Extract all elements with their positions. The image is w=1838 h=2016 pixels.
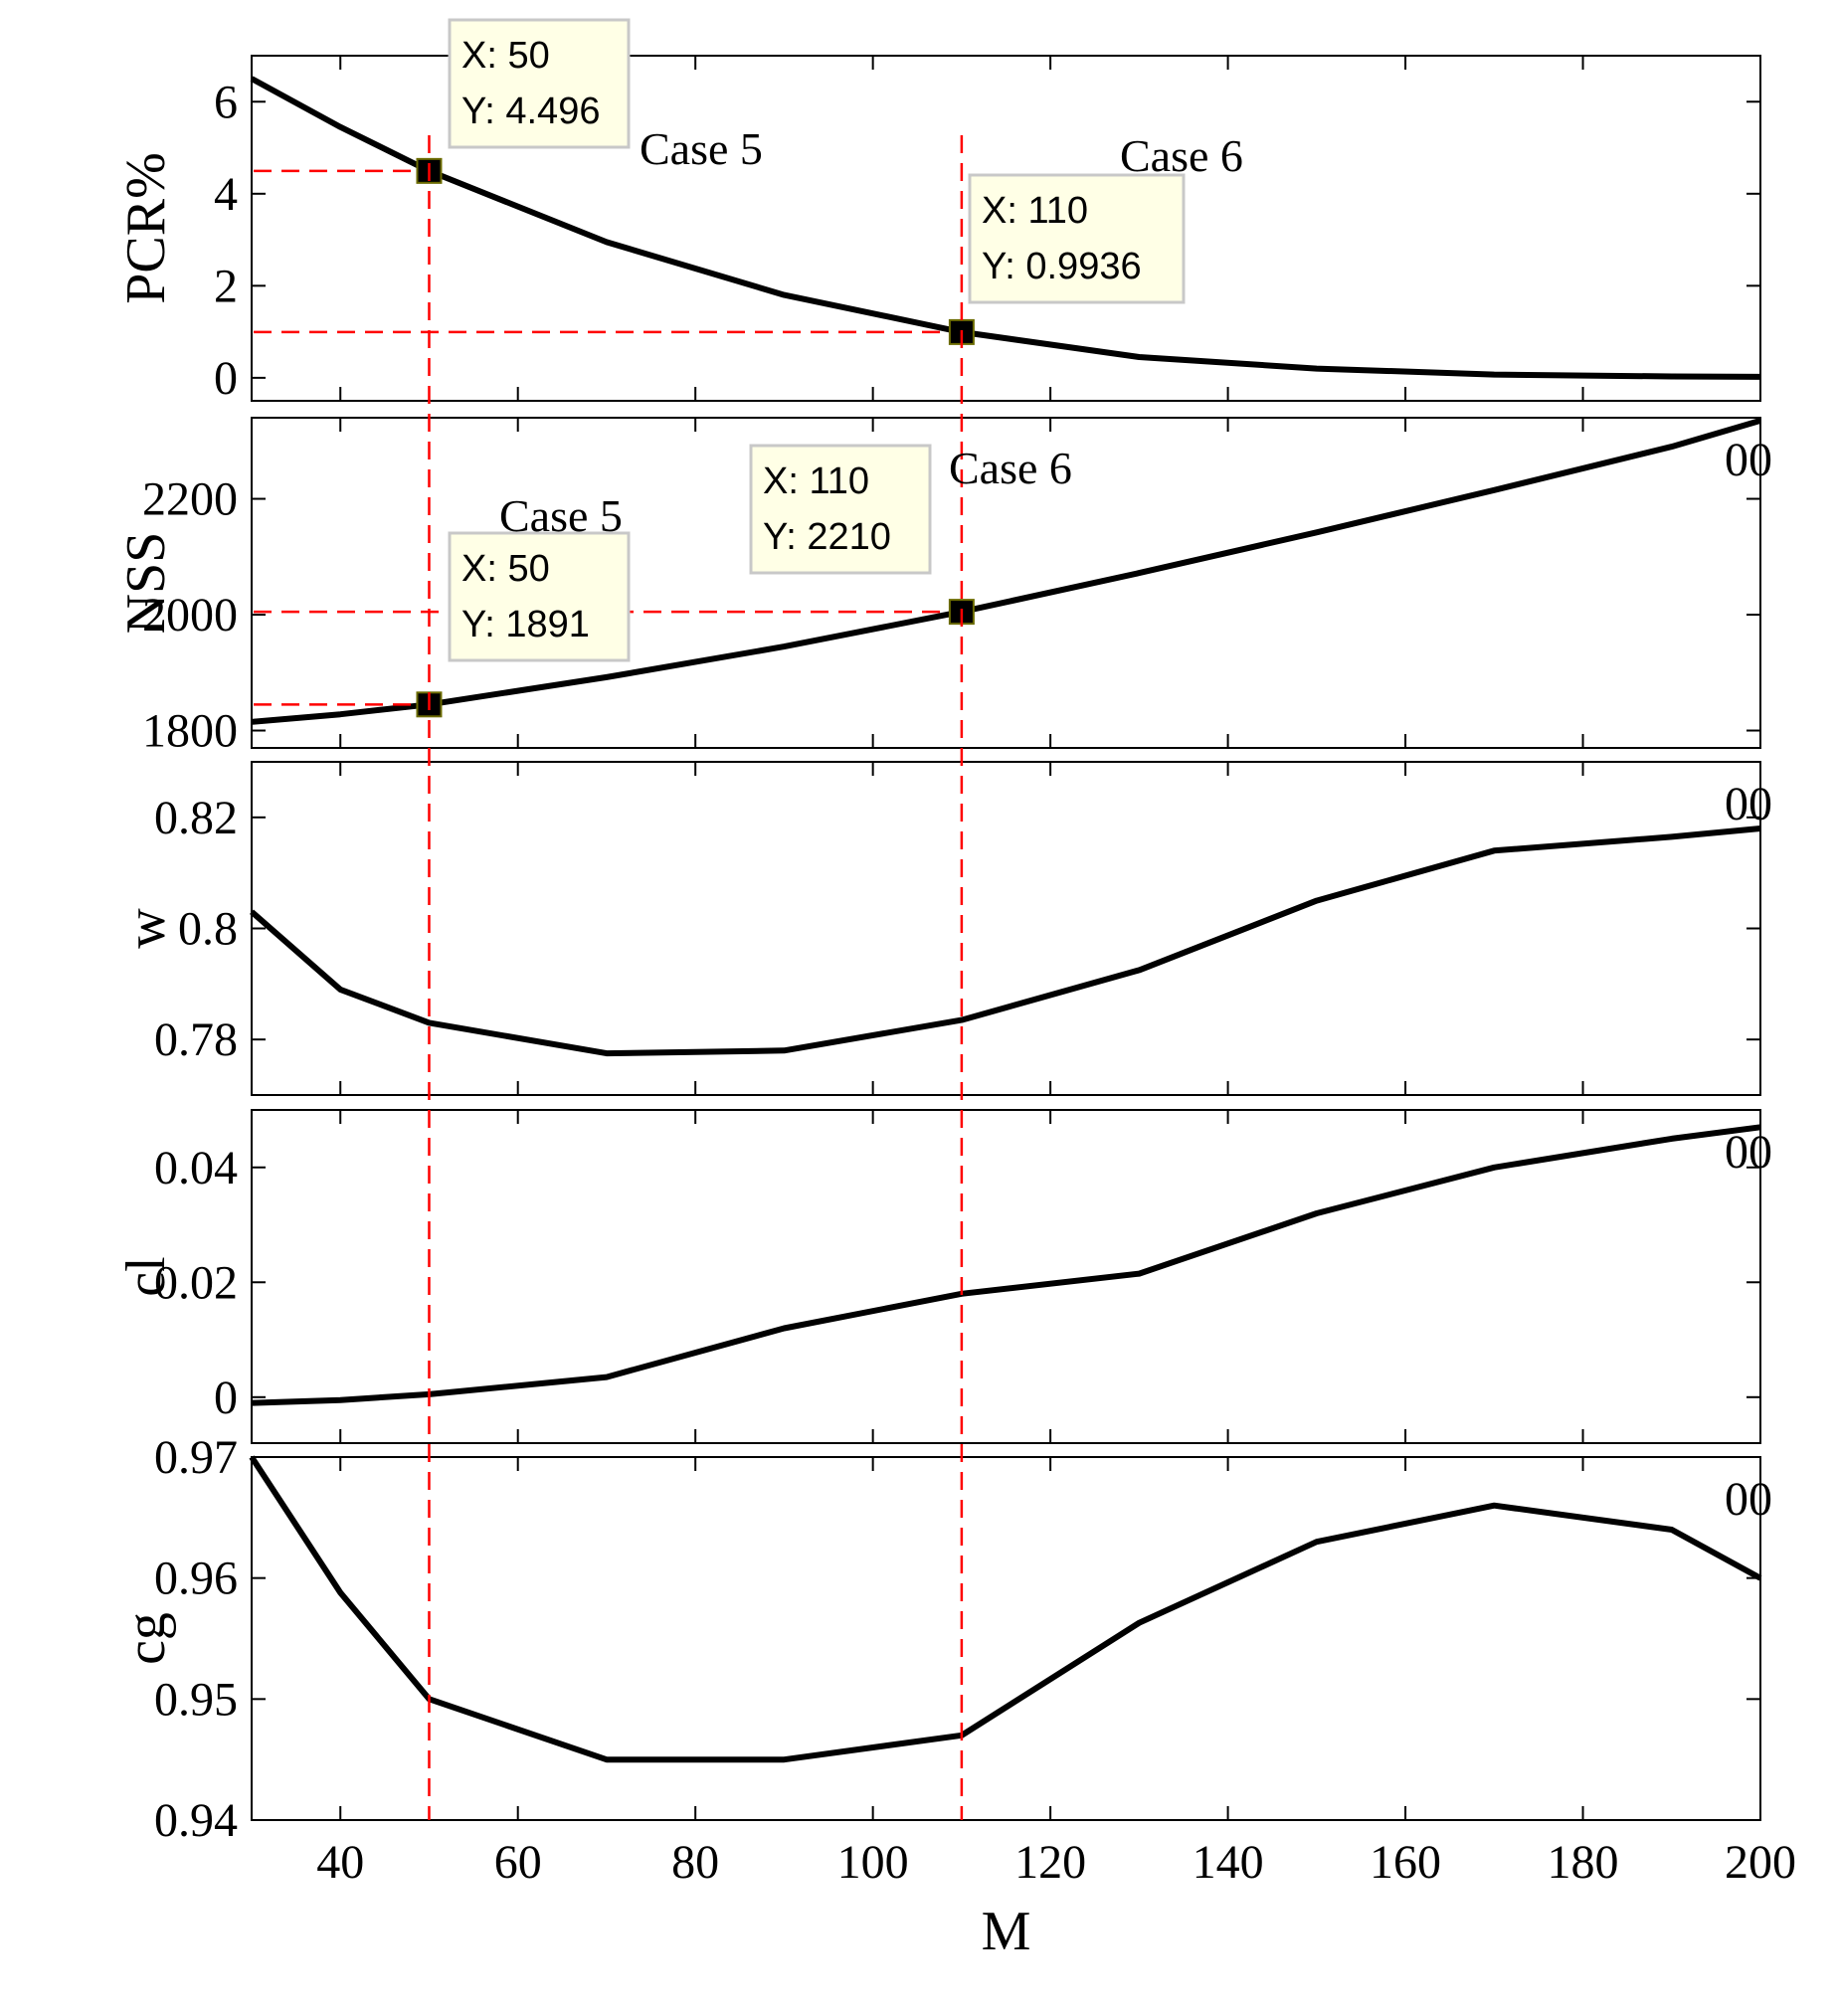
datatip[interactable]: X: 50 Y: 4.496 xyxy=(448,18,631,149)
datatip-y-text: Y: 1891 xyxy=(461,604,590,645)
x-tick-label: 180 xyxy=(1548,1836,1619,1889)
datatip-box xyxy=(968,173,1186,304)
datatip-y-text: Y: 0.9936 xyxy=(982,246,1142,287)
datatip-x-text: X: 50 xyxy=(461,548,550,590)
y-tick-label: 2 xyxy=(214,260,238,312)
y-axis-label: w xyxy=(115,908,177,949)
x-tick-label: 120 xyxy=(1014,1836,1086,1889)
overflow-tick-fragment: 00 xyxy=(1725,1126,1772,1179)
y-tick-label: 1800 xyxy=(142,705,238,758)
datatip-box xyxy=(749,444,932,575)
y-tick-label: 0 xyxy=(214,352,238,405)
y-tick-label: 2200 xyxy=(142,473,238,526)
x-tick-label: 160 xyxy=(1370,1836,1441,1889)
x-tick-label: 200 xyxy=(1725,1836,1796,1889)
overflow-tick-fragment: 00 xyxy=(1725,1473,1772,1526)
y-tick-label: 0.8 xyxy=(178,903,238,956)
y-tick-label: 0.95 xyxy=(154,1673,238,1726)
series-line-cl xyxy=(251,1124,1761,1406)
y-axis-label: cg xyxy=(115,1612,177,1665)
panel-cg: 0.94 0.95 0.96 0.97 40 60 80 100 120 140 160 180 200… xyxy=(115,1431,1796,1889)
y-tick-label: 0.04 xyxy=(154,1142,238,1194)
y-tick-label: 0.94 xyxy=(154,1794,238,1847)
y-tick-label: 4 xyxy=(214,168,238,221)
x-tick-label: 140 xyxy=(1193,1836,1264,1889)
y-tick-label: 0.96 xyxy=(154,1553,238,1605)
panel-nss: 1800 2000 2200 NSS 00 xyxy=(115,417,1772,758)
datatip-box xyxy=(448,531,631,662)
y-tick-label: 2000 xyxy=(142,589,238,641)
x-axis-label: M xyxy=(982,1901,1031,1962)
y-tick-label: 0 xyxy=(214,1372,238,1424)
case-annotation: Case 6 xyxy=(1120,130,1243,181)
axes-frame xyxy=(251,417,1761,749)
datatip-y-text: Y: 2210 xyxy=(763,516,891,558)
x-tick-label: 80 xyxy=(671,1836,719,1889)
y-axis-label: cl xyxy=(115,1256,177,1296)
panel-cl: 0 0.02 0.04 cl 00 xyxy=(115,1109,1772,1444)
axes-frame xyxy=(251,1456,1761,1821)
datatip-x-text: X: 110 xyxy=(982,190,1088,232)
datatip-y-text: Y: 4.496 xyxy=(461,91,600,132)
overflow-tick-fragment: 00 xyxy=(1725,434,1772,486)
case-annotation: Case 6 xyxy=(949,443,1072,493)
panel-pcr: 0 2 4 6 PCR% xyxy=(115,55,1761,405)
axes-frame xyxy=(251,761,1761,1096)
y-tick-label: 0.97 xyxy=(154,1431,238,1484)
datatip[interactable]: X: 50 Y: 1891 xyxy=(448,531,631,662)
case-annotation: Case 5 xyxy=(640,123,763,174)
x-tick-label: 40 xyxy=(316,1836,364,1889)
panel-w: 0.78 0.8 0.82 w 00 xyxy=(115,761,1772,1096)
datatip-box xyxy=(448,18,631,149)
y-tick-label: 0.82 xyxy=(154,792,238,844)
datatip[interactable]: X: 110 Y: 2210 xyxy=(749,444,932,575)
datatip-x-text: X: 50 xyxy=(461,35,550,77)
x-tick-label: 60 xyxy=(494,1836,542,1889)
y-axis-label: PCR% xyxy=(115,152,177,304)
series-line-w xyxy=(250,825,1761,1057)
x-tick-label: 100 xyxy=(837,1836,909,1889)
axes-frame xyxy=(251,55,1761,402)
y-tick-label: 0.78 xyxy=(154,1013,238,1066)
axes-frame xyxy=(251,1109,1761,1444)
case-annotation: Case 5 xyxy=(499,490,623,541)
y-tick-label: 0.02 xyxy=(154,1256,238,1309)
datatip[interactable]: X: 110 Y: 0.9936 xyxy=(968,173,1186,304)
overflow-tick-fragment: 00 xyxy=(1725,778,1772,830)
series-line-cg xyxy=(249,1455,1762,1763)
datatip-x-text: X: 110 xyxy=(763,460,869,502)
y-axis-label: NSS xyxy=(115,532,177,635)
y-tick-label: 6 xyxy=(214,76,238,128)
